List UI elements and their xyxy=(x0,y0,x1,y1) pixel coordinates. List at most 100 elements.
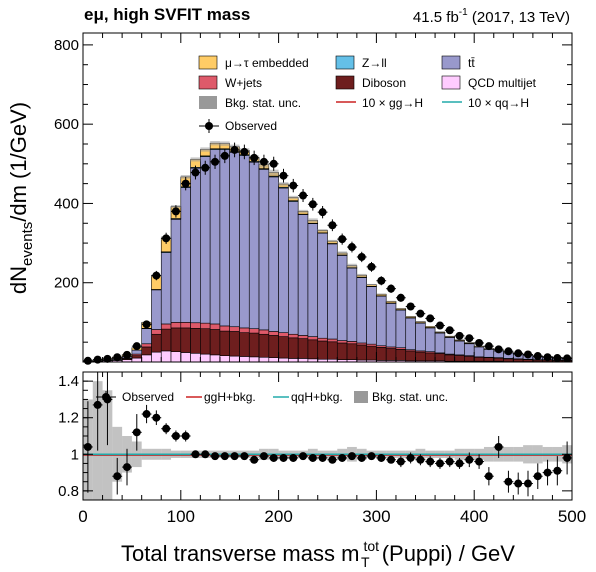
legend-swatch xyxy=(199,96,217,109)
ratio-y-tick-label: 1.2 xyxy=(58,410,79,427)
stack-3-bin xyxy=(464,343,475,356)
stack-1-bin xyxy=(297,338,309,359)
stack-2-bin xyxy=(160,323,172,330)
stack-3-bin xyxy=(444,337,455,355)
observed-point xyxy=(533,352,542,361)
y-label-sub: events xyxy=(19,222,36,266)
ratio-point xyxy=(289,453,298,462)
stack-3-bin xyxy=(395,309,407,349)
ratio-point xyxy=(533,472,542,481)
observed-point xyxy=(328,221,337,230)
ratio-point xyxy=(132,428,141,437)
main-unc-band xyxy=(376,293,387,295)
stack-1-bin xyxy=(415,351,426,362)
ratio-signal-lines xyxy=(83,453,572,456)
stack-2-bin xyxy=(258,329,270,335)
main-unc-band xyxy=(219,141,230,146)
stack-0-bin xyxy=(288,358,299,363)
ratio-axes: 0.8 1 1.2 1.4 0 100 200 300 400 500 xyxy=(58,372,586,526)
stack-1-bin xyxy=(405,350,416,362)
main-unc-band xyxy=(444,335,455,337)
stack-1-bin xyxy=(278,336,289,359)
stack-1-bin xyxy=(160,328,172,352)
observed-point xyxy=(103,354,112,363)
observed-point xyxy=(543,353,552,362)
main-unc-band xyxy=(366,283,377,286)
stack-1-bin xyxy=(200,328,211,355)
main-unc-band xyxy=(435,331,445,333)
stack-3-bin xyxy=(278,187,289,333)
legend-swatch xyxy=(441,55,461,70)
stack-3-bin xyxy=(190,167,201,324)
ratio-point xyxy=(201,450,210,459)
stack-3-bin xyxy=(473,346,485,358)
ratio-point xyxy=(494,442,503,451)
stack-1-bin xyxy=(346,343,358,360)
ratio-point xyxy=(426,457,435,466)
observed-point xyxy=(455,331,464,340)
stack-3-bin xyxy=(170,219,182,323)
ratio-point xyxy=(523,479,532,488)
ratio-point xyxy=(279,453,288,462)
stack-1-bin xyxy=(376,347,387,361)
main-unc-band xyxy=(347,263,357,268)
ratio-point xyxy=(142,410,151,419)
main-unc-band xyxy=(278,182,289,186)
observed-point xyxy=(259,157,268,166)
observed-point xyxy=(563,354,572,363)
stack-2-bin xyxy=(239,327,250,333)
ratio-point xyxy=(171,432,180,440)
stack-1-bin xyxy=(131,355,142,359)
ratio-legend-label: qqH+bkg. xyxy=(291,390,343,404)
ratio-legend: Observed ggH+bkg. qqH+bkg. Bkg. stat. unc. xyxy=(96,390,448,404)
stack-3-bin xyxy=(297,214,309,336)
ratio-point xyxy=(357,453,366,462)
lumi-exponent: -1 xyxy=(459,7,468,18)
stack-0-bin xyxy=(258,356,270,363)
observed-point xyxy=(240,147,249,156)
stack-2-bin xyxy=(268,331,279,336)
stack-3-bin xyxy=(160,252,172,325)
main-unc-band xyxy=(405,315,416,317)
legend-swatch xyxy=(335,55,355,70)
stack-1-bin xyxy=(434,353,446,362)
ratio-point xyxy=(181,432,190,440)
stack-1-bin xyxy=(464,356,475,362)
stack-3-bin xyxy=(405,317,416,351)
observed-point xyxy=(230,145,239,154)
observed-point xyxy=(308,200,317,209)
stack-3-bin xyxy=(151,289,162,330)
observed-point xyxy=(504,347,513,356)
stack-3-bin xyxy=(385,303,397,348)
stack-0-bin xyxy=(209,354,221,363)
stack-0-bin xyxy=(268,357,279,363)
y-label-base: dN xyxy=(6,266,31,294)
ratio-point xyxy=(230,452,239,461)
observed-point xyxy=(162,234,171,243)
ratio-point xyxy=(191,450,200,459)
ratio-point xyxy=(504,477,513,486)
stack-3-bin xyxy=(239,155,250,329)
stack-3-bin xyxy=(209,149,221,325)
stack-1-bin xyxy=(424,352,436,362)
stack-2-bin xyxy=(151,329,162,335)
stack-1-bin xyxy=(209,329,221,356)
stack-1-bin xyxy=(317,340,328,360)
ratio-legend-swatch xyxy=(102,393,110,401)
legend-swatch xyxy=(198,55,218,70)
ratio-point xyxy=(387,455,396,464)
stack-3-bin xyxy=(483,349,495,358)
stack-3-bin xyxy=(268,176,279,332)
stack-1-bin xyxy=(395,349,407,361)
stack-1-bin xyxy=(229,331,240,357)
ratio-points xyxy=(83,372,572,497)
legend-swatch xyxy=(198,75,218,90)
observed-point xyxy=(181,179,190,188)
main-legend: μ→τ embedded Z→ll tt̄ W+jets Diboson QCD mult… xyxy=(198,55,537,133)
stack-1-bin xyxy=(513,358,524,362)
channel-title: eμ, high SVFIT mass xyxy=(84,5,250,24)
ratio-point xyxy=(377,453,386,462)
ratio-point xyxy=(396,457,405,466)
y-axis-label: dNevents/dm (1/GeV) xyxy=(6,102,36,294)
ratio-point xyxy=(93,400,102,409)
